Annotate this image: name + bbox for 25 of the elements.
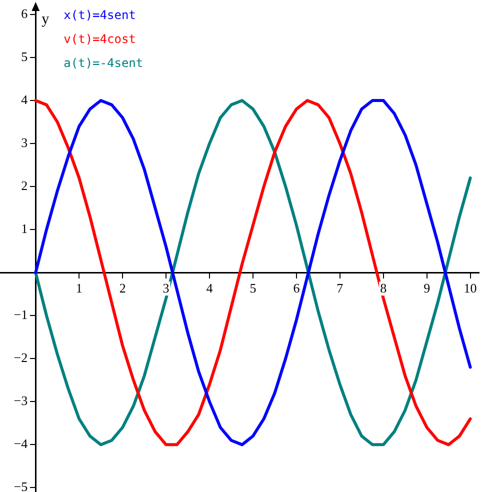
x-tick-label: 10 — [464, 280, 477, 296]
y-tick-label: 4 — [21, 92, 28, 107]
x-tick-label: 3 — [162, 280, 170, 296]
y-tick-label: 5 — [21, 48, 28, 64]
x-tick-label: 9 — [424, 280, 430, 296]
x-tick-label: 2 — [119, 280, 126, 296]
x-tick-label: 4 — [206, 280, 214, 296]
x-tick-label: 1 — [76, 280, 82, 296]
y-tick-label: 1 — [21, 220, 28, 236]
y-tick-label: −1 — [14, 307, 28, 322]
y-tick-label: −4 — [14, 436, 28, 452]
text: a(t)=-4sent — [64, 56, 144, 70]
x-tick-label: 6 — [293, 280, 300, 296]
y-tick-label: 6 — [21, 6, 28, 21]
text: v(t)=4cost — [64, 32, 136, 46]
x-tick-label: 8 — [380, 280, 387, 296]
y-tick-label: 3 — [21, 134, 28, 150]
y-axis-title: y — [42, 11, 50, 28]
x-tick-label: 5 — [250, 280, 256, 296]
y-tick-label: 2 — [21, 178, 28, 193]
y-tick-label: −2 — [14, 350, 28, 366]
y-tick-label: −5 — [14, 479, 28, 492]
y-tick-label: −3 — [14, 393, 28, 408]
x-tick-label: 7 — [336, 280, 344, 296]
text: x(t)=4sent — [64, 8, 136, 22]
